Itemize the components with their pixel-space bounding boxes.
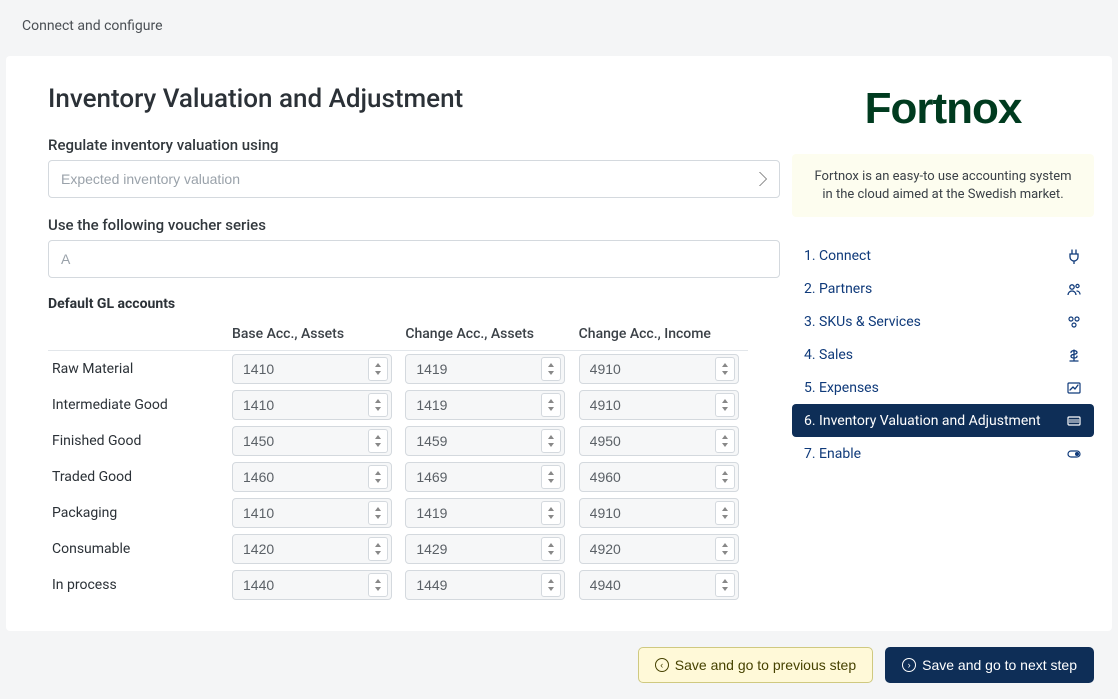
voucher-label: Use the following voucher series	[48, 216, 792, 234]
gl-row: Traded Good	[48, 459, 748, 495]
gl-changeI-input[interactable]	[579, 534, 739, 564]
toggle-icon	[1066, 446, 1082, 462]
gl-changeI-input[interactable]	[579, 390, 739, 420]
gl-changeA-input[interactable]	[405, 570, 565, 600]
step-item[interactable]: 3. SKUs & Services	[792, 305, 1094, 338]
gl-changeA-input[interactable]	[405, 426, 565, 456]
gl-section-label: Default GL accounts	[48, 296, 792, 312]
page-header-text: Connect and configure	[22, 18, 163, 34]
gl-col-rowname	[48, 320, 228, 351]
gl-row: Intermediate Good	[48, 387, 748, 423]
gl-row-name: Traded Good	[48, 459, 228, 495]
step-item[interactable]: 7. Enable	[792, 437, 1094, 470]
gl-base-input[interactable]	[232, 570, 392, 600]
step-item[interactable]: 1. Connect	[792, 239, 1094, 272]
gl-changeA-input[interactable]	[405, 498, 565, 528]
brand-text: Fortnox	[865, 84, 1022, 133]
cash-icon	[1066, 347, 1082, 363]
plug-icon	[1066, 248, 1082, 264]
gl-col-base: Base Acc., Assets	[228, 320, 401, 351]
users-icon	[1066, 281, 1082, 297]
step-item[interactable]: 2. Partners	[792, 272, 1094, 305]
page-header: Connect and configure	[0, 0, 1118, 56]
brand-logo: Fortnox	[792, 84, 1094, 134]
step-label: 2. Partners	[804, 281, 872, 297]
gl-changeI-input[interactable]	[579, 354, 739, 384]
step-label: 1. Connect	[804, 248, 871, 264]
gl-base-input[interactable]	[232, 390, 392, 420]
gl-changeA-input[interactable]	[405, 354, 565, 384]
save-next-button[interactable]: › Save and go to next step	[885, 647, 1094, 683]
footer: ‹ Save and go to previous step › Save an…	[0, 631, 1118, 699]
gl-row-name: Raw Material	[48, 351, 228, 388]
chart-icon	[1066, 380, 1082, 396]
gl-table: Base Acc., Assets Change Acc., Assets Ch…	[48, 320, 748, 603]
step-label: 7. Enable	[804, 446, 861, 462]
gl-changeI-input[interactable]	[579, 462, 739, 492]
gl-changeA-input[interactable]	[405, 462, 565, 492]
gl-changeI-input[interactable]	[579, 498, 739, 528]
gl-row: Consumable	[48, 531, 748, 567]
gl-base-input[interactable]	[232, 534, 392, 564]
save-prev-label: Save and go to previous step	[675, 657, 856, 673]
gl-row: Raw Material	[48, 351, 748, 388]
save-next-label: Save and go to next step	[922, 657, 1077, 673]
step-label: 5. Expenses	[804, 380, 879, 396]
regulate-label: Regulate inventory valuation using	[48, 136, 792, 154]
main-column: Inventory Valuation and Adjustment Regul…	[6, 56, 792, 631]
steps-nav: 1. Connect 2. Partners 3. SKUs & Services 4…	[792, 239, 1094, 470]
gl-row-name: In process	[48, 567, 228, 603]
step-label: 3. SKUs & Services	[804, 314, 921, 330]
barcode-icon	[1066, 413, 1082, 429]
gl-row: Packaging	[48, 495, 748, 531]
step-label: 4. Sales	[804, 347, 853, 363]
gl-row: In process	[48, 567, 748, 603]
main-panel: Inventory Valuation and Adjustment Regul…	[6, 56, 1112, 631]
step-item[interactable]: 5. Expenses	[792, 371, 1094, 404]
gl-row-name: Consumable	[48, 531, 228, 567]
gl-base-input[interactable]	[232, 462, 392, 492]
gl-base-input[interactable]	[232, 498, 392, 528]
regulate-select[interactable]: Expected inventory valuation	[48, 160, 780, 198]
save-prev-button[interactable]: ‹ Save and go to previous step	[638, 647, 873, 683]
sidebar: Fortnox Fortnox is an easy-to use accoun…	[792, 56, 1112, 631]
step-item[interactable]: 4. Sales	[792, 338, 1094, 371]
gl-changeA-input[interactable]	[405, 534, 565, 564]
gl-changeA-input[interactable]	[405, 390, 565, 420]
brand-description: Fortnox is an easy-to use accounting sys…	[792, 154, 1094, 217]
regulate-select-wrap: Expected inventory valuation	[48, 160, 780, 198]
voucher-input-wrap	[48, 240, 780, 278]
gl-row-name: Intermediate Good	[48, 387, 228, 423]
gl-changeI-input[interactable]	[579, 570, 739, 600]
gl-col-changeA: Change Acc., Assets	[401, 320, 574, 351]
gl-row-name: Finished Good	[48, 423, 228, 459]
box-icon	[1066, 314, 1082, 330]
gl-col-changeI: Change Acc., Income	[575, 320, 748, 351]
step-item[interactable]: 6. Inventory Valuation and Adjustment	[792, 404, 1094, 437]
gl-base-input[interactable]	[232, 426, 392, 456]
gl-base-input[interactable]	[232, 354, 392, 384]
gl-row: Finished Good	[48, 423, 748, 459]
gl-row-name: Packaging	[48, 495, 228, 531]
voucher-input[interactable]	[48, 240, 780, 278]
step-label: 6. Inventory Valuation and Adjustment	[804, 413, 1041, 429]
gl-changeI-input[interactable]	[579, 426, 739, 456]
page-title: Inventory Valuation and Adjustment	[48, 84, 792, 114]
